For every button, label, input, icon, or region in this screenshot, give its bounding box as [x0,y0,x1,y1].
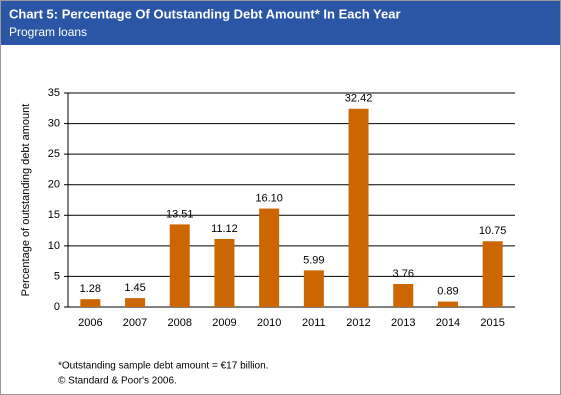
value-label: 10.75 [479,225,507,237]
bar [259,208,280,307]
bar [80,299,101,307]
y-tick-label: 25 [48,148,60,160]
x-tick-label: 2012 [346,317,370,329]
x-tick-label: 2009 [212,317,236,329]
bar [214,239,235,307]
value-label: 13.51 [166,208,194,220]
value-label: 5.99 [303,254,324,266]
footnote: © Standard & Poor's 2006. [58,376,177,387]
y-tick-label: 5 [54,270,60,282]
y-axis-label: Percentage of outstanding debt amount [20,104,32,297]
x-tick-label: 2007 [123,317,147,329]
chart-subtitle: Program loans [9,25,87,39]
x-tick-label: 2011 [302,317,326,329]
x-tick-label: 2008 [168,317,192,329]
value-label: 1.45 [124,282,145,294]
y-tick-label: 10 [48,240,60,252]
y-tick-label: 35 [48,87,60,99]
bar [482,241,503,307]
value-label: 0.89 [437,285,458,297]
x-tick-label: 2014 [436,317,460,329]
bar [169,224,190,307]
value-label: 3.76 [393,268,414,280]
bar [125,298,146,307]
bar [303,270,324,307]
value-label: 16.10 [255,192,283,204]
x-tick-label: 2010 [257,317,281,329]
value-label: 32.42 [345,93,373,105]
y-tick-label: 20 [48,179,60,191]
x-tick-label: 2013 [391,317,415,329]
x-tick-label: 2006 [78,317,102,329]
value-label: 11.12 [211,223,238,235]
header-band [1,1,560,45]
y-tick-label: 0 [54,301,60,313]
bar [437,301,458,307]
footnote: *Outstanding sample debt amount = €17 bi… [58,361,268,372]
y-tick-label: 30 [48,117,60,129]
bar [348,108,369,307]
bar [393,284,414,307]
value-label: 1.28 [80,283,101,295]
y-tick-label: 15 [48,209,60,221]
x-tick-label: 2015 [480,317,504,329]
chart-title: Chart 5: Percentage Of Outstanding Debt … [9,6,401,21]
